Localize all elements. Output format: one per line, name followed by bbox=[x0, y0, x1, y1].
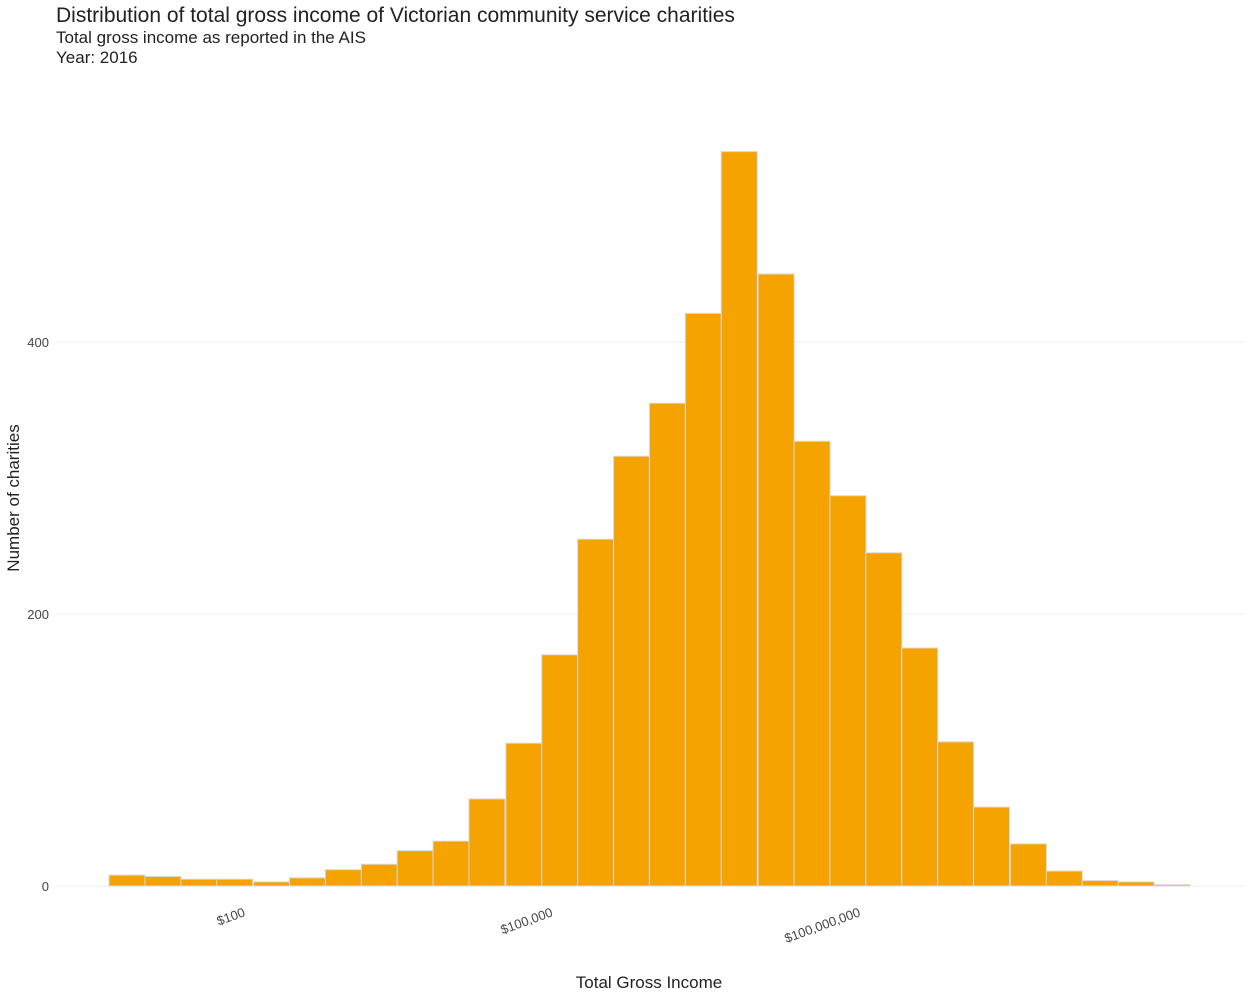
histogram-bar bbox=[324, 869, 362, 887]
histogram-bar bbox=[1081, 880, 1119, 887]
histogram-bar bbox=[216, 878, 254, 887]
chart-subtitle-line-1: Total gross income as reported in the AI… bbox=[56, 28, 366, 47]
histogram-bar bbox=[829, 495, 867, 887]
histogram-bar bbox=[468, 798, 506, 887]
histogram-bar bbox=[684, 312, 722, 887]
histogram-bar bbox=[1045, 870, 1083, 887]
histogram-bar bbox=[901, 647, 939, 887]
histogram-bar bbox=[972, 806, 1011, 887]
histogram-bar bbox=[144, 875, 182, 887]
chart-subtitle-line-2: Year: 2016 bbox=[56, 48, 138, 67]
x-tick-label: $100,000,000 bbox=[782, 904, 862, 945]
chart-titles: Distribution of total gross income of Vi… bbox=[56, 4, 735, 68]
histogram-bar bbox=[793, 440, 831, 887]
histogram-bar bbox=[288, 877, 327, 887]
x-axis-label: Total Gross Income bbox=[575, 973, 723, 992]
histogram-bar bbox=[648, 402, 686, 887]
histogram-bar bbox=[541, 654, 579, 887]
y-tick-label: 400 bbox=[27, 335, 49, 350]
histogram-bars bbox=[108, 151, 1191, 887]
histogram-bar bbox=[505, 742, 543, 887]
histogram-bar bbox=[613, 455, 651, 887]
histogram-bar bbox=[108, 874, 146, 887]
histogram-bar bbox=[360, 863, 398, 887]
histogram-bar bbox=[757, 273, 795, 887]
histogram-bar bbox=[577, 538, 615, 887]
chart-title: Distribution of total gross income of Vi… bbox=[56, 4, 735, 27]
histogram-bar bbox=[1117, 881, 1155, 887]
histogram-bar bbox=[937, 741, 975, 887]
histogram-bar bbox=[865, 552, 903, 887]
histogram-bar bbox=[396, 850, 434, 887]
y-axis-label: Number of charities bbox=[4, 424, 23, 572]
y-axis-ticks: 0 200 400 bbox=[27, 335, 49, 894]
y-tick-label: 0 bbox=[42, 879, 49, 894]
histogram-bar bbox=[253, 881, 291, 887]
histogram-bar bbox=[1009, 843, 1047, 887]
histogram-bar bbox=[180, 878, 218, 887]
x-axis-ticks: $100 $100,000 $100,000,000 bbox=[215, 904, 863, 945]
histogram-bar bbox=[720, 151, 758, 887]
x-tick-label: $100 bbox=[215, 904, 247, 928]
histogram-bar bbox=[432, 840, 470, 887]
histogram-bar bbox=[1153, 884, 1191, 887]
y-tick-label: 200 bbox=[27, 607, 49, 622]
x-tick-label: $100,000 bbox=[498, 904, 554, 937]
